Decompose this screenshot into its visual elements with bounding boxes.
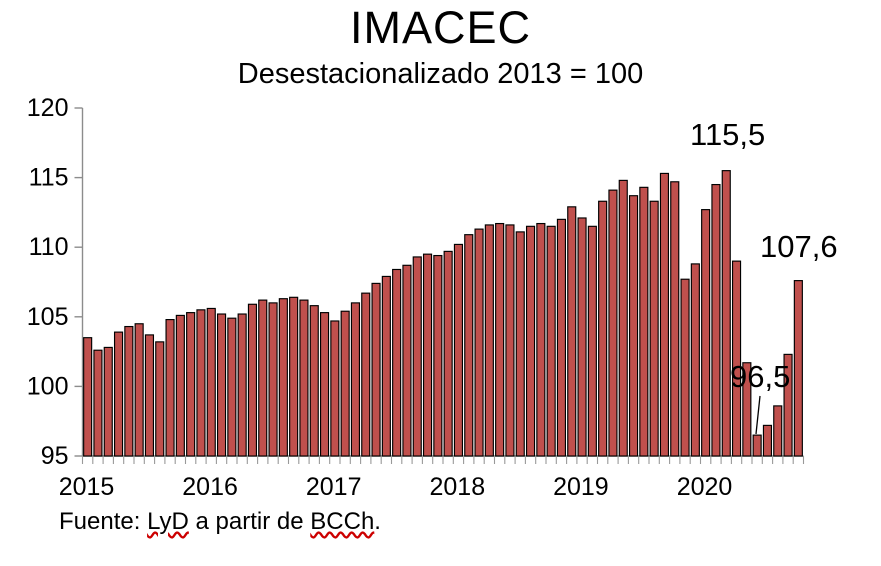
- svg-text:95: 95: [41, 442, 69, 470]
- svg-text:100: 100: [27, 372, 69, 400]
- svg-text:115: 115: [29, 164, 69, 192]
- svg-text:120: 120: [27, 94, 69, 122]
- svg-text:105: 105: [27, 303, 69, 331]
- svg-text:2020: 2020: [677, 473, 733, 501]
- svg-text:2018: 2018: [429, 473, 485, 501]
- svg-text:2017: 2017: [306, 473, 362, 501]
- svg-text:110: 110: [29, 233, 69, 261]
- svg-text:2016: 2016: [182, 473, 238, 501]
- svg-text:2019: 2019: [553, 473, 609, 501]
- svg-text:2015: 2015: [59, 473, 115, 501]
